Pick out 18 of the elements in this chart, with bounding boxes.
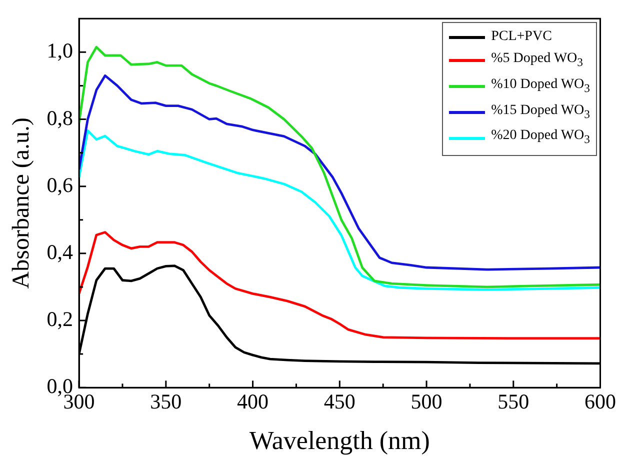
y-tick-label: 1,0: [46, 38, 74, 63]
y-axis-title: Absorbance (a.u.): [8, 117, 35, 289]
x-tick-label: 550: [498, 390, 530, 414]
y-tick-label: 0,4: [46, 240, 74, 264]
x-tick-label: 350: [150, 390, 182, 414]
y-tick-label: 0,6: [46, 172, 74, 197]
legend-label: %10 Doped WO$_{3}$: [491, 76, 590, 97]
y-tick-label: 0,2: [46, 307, 74, 332]
x-tick-label: 450: [324, 390, 356, 414]
x-tick-label: 500: [410, 390, 442, 414]
y-tick-label: 0,8: [46, 106, 74, 130]
x-tick-label: 400: [237, 390, 269, 414]
legend-label: %20 Doped WO$_{3}$: [491, 127, 590, 148]
legend-label: %15 Doped WO$_{3}$: [491, 102, 590, 122]
x-tick-label: 600: [584, 390, 616, 414]
legend-label: PCL+PVC: [491, 28, 552, 46]
legend-label: %5 Doped WO$_{3}$: [491, 50, 583, 71]
x-axis-title: Wavelength (nm): [249, 426, 430, 456]
